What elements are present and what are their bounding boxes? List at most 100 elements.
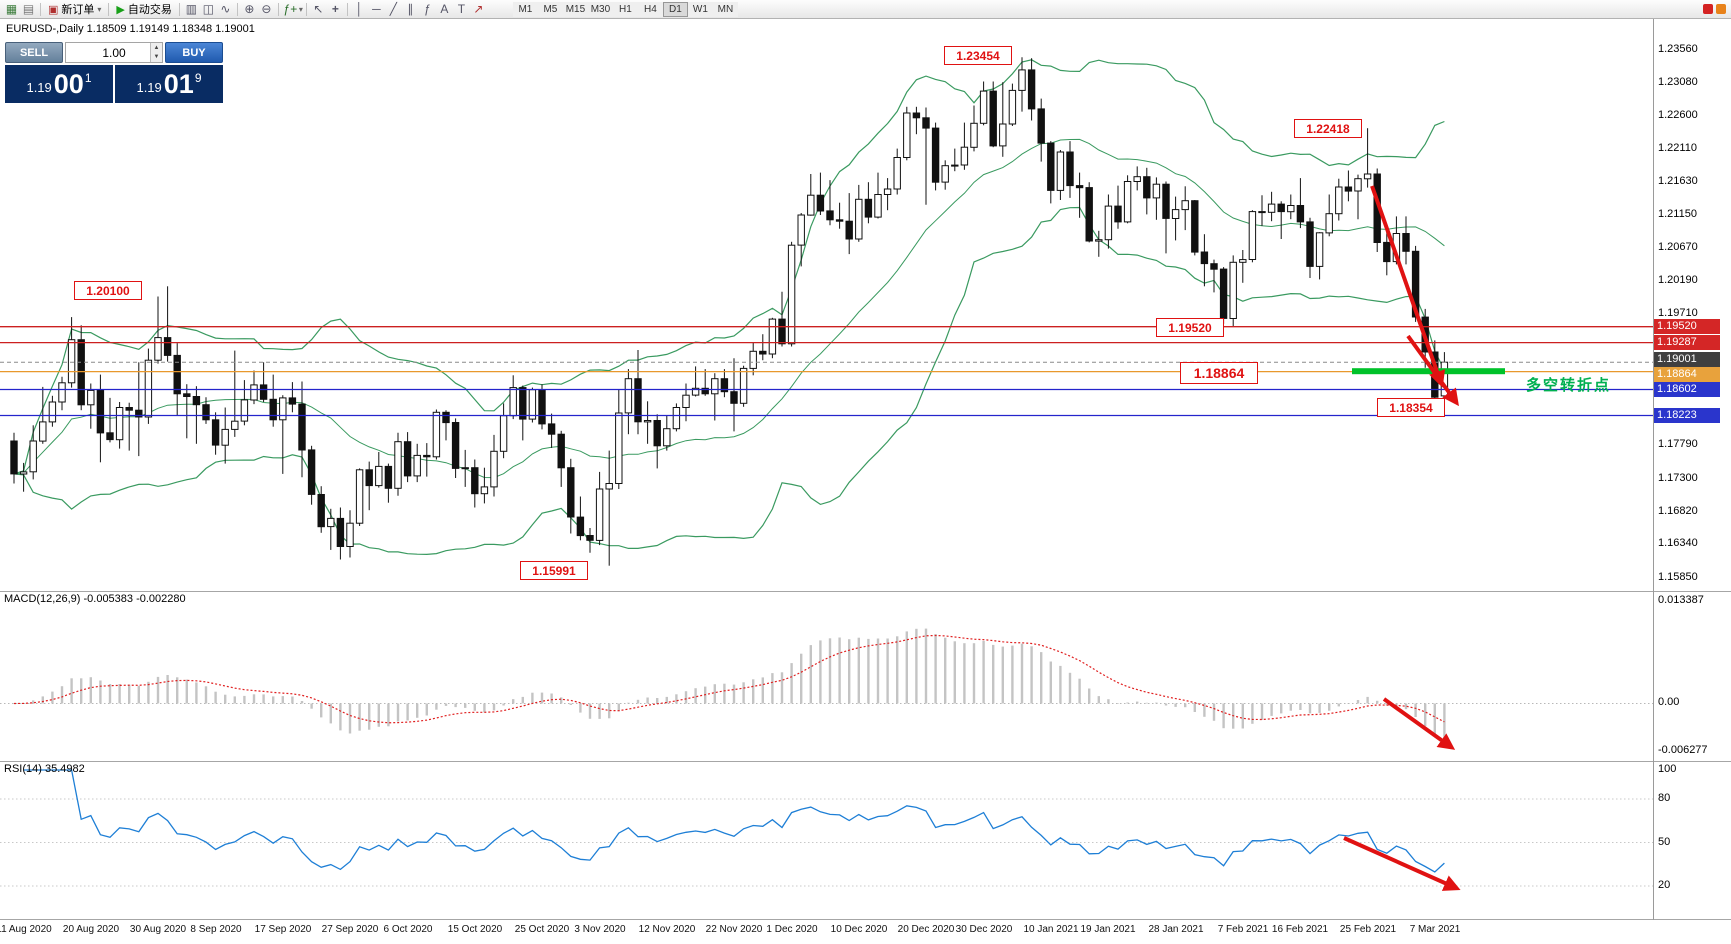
price-axis-highlight: 1.19287 <box>1654 335 1720 350</box>
new-order-icon: ▣ <box>48 3 59 16</box>
price-axis-tick: 1.17790 <box>1658 438 1698 450</box>
toolbar-separator <box>277 2 279 16</box>
price-axis-tick: 1.21150 <box>1658 208 1697 220</box>
candlestick-chart-icon[interactable]: ◫ <box>202 2 215 16</box>
bollinger-middle-line <box>13 138 1445 479</box>
trend-arrow[interactable] <box>1406 334 1459 407</box>
arrow-tool-icon[interactable]: ↗ <box>473 2 484 16</box>
date-axis-label: 19 Jan 2021 <box>1080 924 1136 935</box>
vertical-line-tool-icon[interactable]: │ <box>355 2 364 16</box>
sell-button[interactable]: SELL <box>5 42 63 63</box>
price-annotation[interactable]: 1.19520 <box>1156 318 1224 337</box>
toolbar-separator <box>305 2 307 16</box>
rsi-value: 35.4982 <box>44 763 85 775</box>
new-order-button[interactable]: ▣ 新订单 ▾ <box>44 1 105 17</box>
pivot-note-text[interactable]: 多空转折点 <box>1526 377 1612 394</box>
timeframe-mn[interactable]: MN <box>712 1 738 17</box>
price-axis-tick: 1.16820 <box>1658 505 1698 517</box>
trend-arrow[interactable] <box>1382 697 1456 750</box>
panel-separator[interactable] <box>0 761 1731 762</box>
horizontal-line-tool-icon[interactable]: ─ <box>372 2 381 16</box>
price-axis-highlight: 1.18864 <box>1654 367 1720 382</box>
price-axis-tick: 1.16340 <box>1658 537 1698 549</box>
macd-axis-max: 0.013387 <box>1658 594 1704 606</box>
lot-spinner[interactable]: ▲ ▼ <box>150 43 162 62</box>
trendline-tool-icon[interactable]: ╱ <box>389 2 398 16</box>
alert-icon[interactable] <box>1703 4 1713 14</box>
zoom-in-icon[interactable]: ⊕ <box>244 2 255 16</box>
timeframe-m1[interactable]: M1 <box>512 1 538 17</box>
buy-price-display[interactable]: 1.19 01 9 <box>115 65 223 103</box>
buy-button[interactable]: BUY <box>165 42 223 63</box>
label-tool-icon[interactable]: T <box>457 2 466 16</box>
timeframe-group: M1 M5 M15 M30 H1 H4 D1 W1 MN <box>512 1 738 17</box>
spinner-down-icon[interactable]: ▼ <box>153 53 160 60</box>
price-axis-tick: 1.23080 <box>1658 76 1698 88</box>
news-icon[interactable] <box>1716 4 1726 14</box>
toolbar-separator <box>236 2 238 16</box>
buy-price-big: 01 <box>163 69 194 99</box>
crosshair-icon[interactable]: + <box>331 2 339 16</box>
buy-price-prefix: 1.19 <box>136 79 162 95</box>
indicators-icon[interactable]: ƒ+ <box>283 2 298 16</box>
text-tool-icon[interactable]: A <box>440 2 449 16</box>
date-axis-label: 12 Nov 2020 <box>638 924 696 935</box>
auto-trading-button[interactable]: ▶ 自动交易 <box>112 1 175 17</box>
toolbar-separator <box>346 2 348 16</box>
sell-price-display[interactable]: 1.19 00 1 <box>5 65 113 103</box>
date-axis-label: 22 Nov 2020 <box>705 924 763 935</box>
chevron-down-icon[interactable]: ▾ <box>298 4 303 14</box>
bar-chart-icon[interactable]: ▥ <box>185 2 198 16</box>
channel-tool-icon[interactable]: ∥ <box>407 2 414 16</box>
price-axis-highlight: 1.19001 <box>1654 352 1720 367</box>
chevron-down-icon: ▾ <box>97 4 102 14</box>
main-toolbar: ▦ ▤ ▣ 新订单 ▾ ▶ 自动交易 ▥ ◫ ∿ ⊕ ⊖ ƒ+ ▾ ↖ + │ … <box>0 0 1731 19</box>
price-axis-tick: 1.20670 <box>1658 241 1698 253</box>
date-axis-label: 7 Mar 2021 <box>1409 924 1461 935</box>
date-axis-label: 10 Jan 2021 <box>1023 924 1079 935</box>
timeframe-h4[interactable]: H4 <box>637 1 663 17</box>
date-axis-label: 25 Feb 2021 <box>1339 924 1397 935</box>
cursor-icon[interactable]: ↖ <box>313 2 324 16</box>
price-annotation[interactable]: 1.18354 <box>1377 398 1445 417</box>
trend-arrow[interactable] <box>1370 185 1446 388</box>
rsi-axis-tick: 50 <box>1658 836 1671 848</box>
spinner-up-icon[interactable]: ▲ <box>153 44 160 51</box>
rsi-axis-tick: 20 <box>1658 879 1671 891</box>
date-axis-label: 25 Oct 2020 <box>514 924 570 935</box>
pivot-zone-bar[interactable] <box>1352 368 1505 375</box>
new-chart-icon[interactable]: ▦ <box>5 2 18 16</box>
panel-separator[interactable] <box>0 591 1731 592</box>
price-axis-tick: 1.21630 <box>1658 175 1698 187</box>
sell-price-big: 00 <box>53 69 84 99</box>
date-axis-label: 1 Dec 2020 <box>766 924 818 935</box>
timeframe-m5[interactable]: M5 <box>537 1 563 17</box>
timeframe-w1[interactable]: W1 <box>687 1 713 17</box>
zoom-out-icon[interactable]: ⊖ <box>261 2 272 16</box>
price-axis-tick: 1.15850 <box>1658 571 1698 583</box>
price-annotation[interactable]: 1.23454 <box>944 46 1012 65</box>
timeframe-h1[interactable]: H1 <box>612 1 638 17</box>
profiles-icon[interactable]: ▤ <box>22 2 35 16</box>
price-annotation[interactable]: 1.22418 <box>1294 119 1362 138</box>
price-annotation[interactable]: 1.15991 <box>520 561 588 580</box>
price-annotation[interactable]: 1.18864 <box>1180 362 1258 384</box>
one-click-trading-panel: SELL 1.00 ▲ ▼ BUY 1.19 00 1 1.19 01 9 <box>5 42 223 103</box>
date-axis-label: 11 Aug 2020 <box>0 924 52 935</box>
price-annotation[interactable]: 1.20100 <box>74 281 142 300</box>
date-axis-label: 3 Nov 2020 <box>574 924 626 935</box>
lot-size-input[interactable]: 1.00 ▲ ▼ <box>65 42 163 63</box>
new-order-label: 新订单 <box>61 4 95 16</box>
line-chart-icon[interactable]: ∿ <box>220 2 231 16</box>
price-axis-highlight: 1.18223 <box>1654 408 1720 423</box>
fibonacci-tool-icon[interactable]: ƒ <box>424 2 431 16</box>
macd-axis-min: -0.006277 <box>1658 744 1708 756</box>
toolbar-right-cluster <box>1703 4 1728 14</box>
timeframe-d1[interactable]: D1 <box>662 1 688 17</box>
panel-separator <box>0 919 1731 920</box>
timeframe-m30[interactable]: M30 <box>587 1 613 17</box>
trend-arrow[interactable] <box>1343 836 1461 891</box>
timeframe-m15[interactable]: M15 <box>562 1 588 17</box>
